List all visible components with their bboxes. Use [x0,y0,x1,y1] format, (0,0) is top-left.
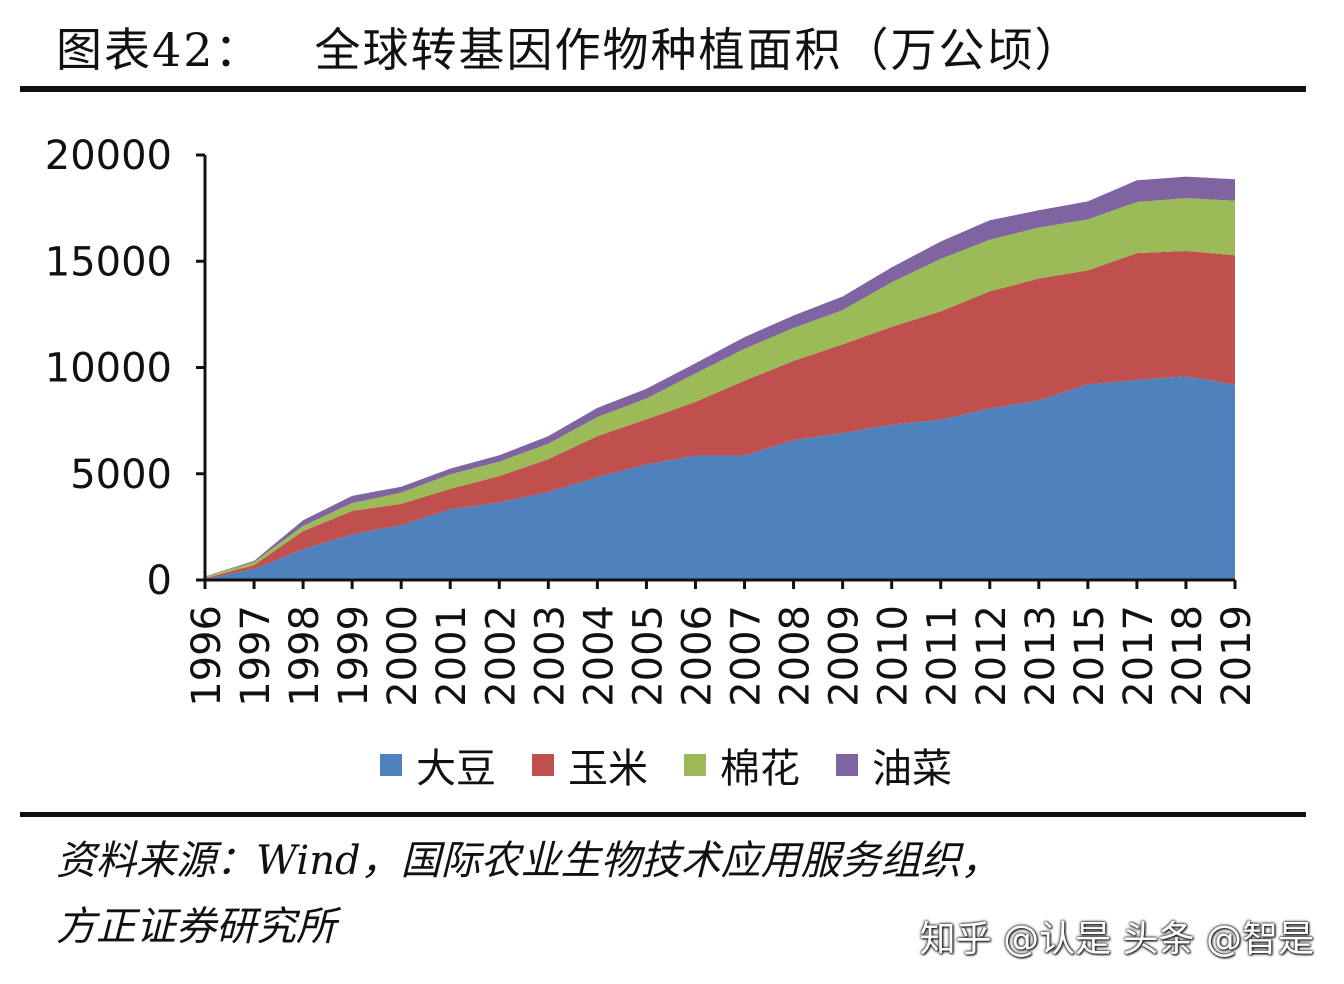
bottom-rule [20,812,1306,817]
stacked-area-chart: 0 5000 10000 15000 20000 1996 1997 1998 1999 2000… [0,0,1344,730]
y-tick-label: 20000 [45,133,172,179]
y-tick-label: 15000 [45,239,172,285]
x-tick-label: 2001 [429,605,475,707]
y-tick-label: 5000 [70,452,172,498]
legend: 大豆 玉米 棉花 油菜 [380,736,952,794]
x-tick-label: 1999 [331,605,377,707]
legend-label: 棉花 [720,736,800,794]
x-tick-label: 2018 [1165,605,1211,707]
x-tick-label: 2017 [1116,605,1162,707]
legend-label: 大豆 [416,736,496,794]
x-tick-label: 2010 [871,605,917,707]
x-tick-label: 2013 [1018,605,1064,707]
source-line-1: 资料来源：Wind，国际农业生物技术应用服务组织， [56,828,1296,894]
x-tick-label: 2019 [1214,605,1260,707]
legend-item-3: 棉花 [684,736,800,794]
legend-swatch [532,754,554,776]
area-series-group [205,177,1235,580]
x-tick-label: 2000 [380,605,426,707]
legend-label: 油菜 [872,736,952,794]
legend-swatch [380,754,402,776]
x-tick-label: 2002 [478,605,524,707]
legend-item-4: 油菜 [836,736,952,794]
x-tick-label: 2008 [773,605,819,707]
y-tick-label: 10000 [45,346,172,392]
watermark: 知乎 @认是 头条 @智是 [920,910,1314,962]
x-tick-label: 2004 [576,605,622,707]
legend-label: 玉米 [568,736,648,794]
x-tick-label: 1997 [233,605,279,707]
x-tick-label: 2003 [527,605,573,707]
x-tick-label: 2005 [625,605,671,707]
y-tick-label: 0 [147,558,172,604]
x-tick-label: 2009 [822,605,868,707]
legend-swatch [684,754,706,776]
x-tick-label: 2006 [674,605,720,707]
x-tick-label: 1996 [184,605,230,707]
legend-item-2: 玉米 [532,736,648,794]
x-tick-label: 2011 [920,605,966,707]
x-tick-label: 1998 [282,605,328,707]
legend-swatch [836,754,858,776]
x-tick-label: 2015 [1067,605,1113,707]
legend-item-1: 大豆 [380,736,496,794]
x-tick-label: 2012 [969,605,1015,707]
x-tick-label: 2007 [724,605,770,707]
